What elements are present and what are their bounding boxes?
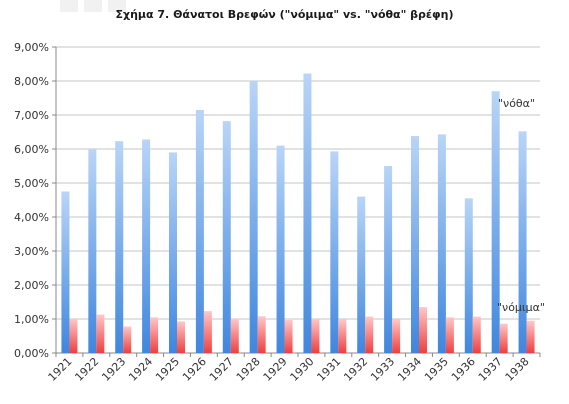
x-tick-label: 1930	[288, 355, 317, 384]
bar-nomima-1926	[203, 311, 212, 353]
y-tick-label: 3,00%	[14, 245, 49, 258]
bar-nomima-1931	[338, 319, 347, 353]
x-tick-label: 1934	[395, 355, 424, 384]
y-tick-label: 0,00%	[14, 347, 49, 360]
bar-nomima-1928	[257, 316, 266, 353]
y-tick-label: 1,00%	[14, 313, 49, 326]
x-tick-label: 1926	[180, 355, 209, 384]
bar-nomima-1935	[445, 317, 454, 353]
y-tick-label: 8,00%	[14, 75, 49, 88]
bar-notha-1934	[411, 136, 419, 353]
bar-nomima-1938	[526, 320, 535, 353]
bar-nomima-1922	[96, 314, 105, 353]
bar-notha-1925	[169, 152, 177, 353]
x-tick-label: 1927	[207, 355, 236, 384]
axes	[52, 46, 541, 357]
bar-notha-1935	[437, 134, 446, 353]
corner-artifact	[60, 0, 78, 12]
bar-nomima-1930	[311, 319, 320, 353]
bar-nomima-1932	[365, 316, 374, 353]
bar-notha-1938	[518, 131, 527, 353]
x-tick-label: 1923	[99, 355, 128, 384]
bar-notha-1924	[142, 139, 151, 353]
bar-nomima-1924	[150, 317, 159, 353]
x-tick-label: 1932	[341, 355, 370, 384]
x-tick-label: 1933	[368, 355, 397, 384]
bar-notha-1928	[249, 81, 258, 353]
x-tick-label: 1925	[153, 355, 182, 384]
y-tick-label: 6,00%	[14, 143, 49, 156]
bar-notha-1929	[276, 145, 285, 353]
corner-artifact	[84, 0, 102, 12]
bar-nomima-1937	[499, 323, 508, 353]
x-tick-label: 1936	[449, 355, 478, 384]
bar-notha-1923	[115, 141, 124, 353]
bar-notha-1937	[491, 91, 500, 353]
x-tick-label: 1931	[314, 355, 343, 384]
bar-notha-1930	[303, 73, 312, 354]
y-tick-label: 5,00%	[14, 177, 49, 190]
bar-nomima-1934	[419, 307, 427, 353]
bar-notha-1921	[61, 191, 70, 353]
grid-lines	[56, 46, 540, 320]
corner-artifact	[108, 0, 126, 12]
bar-nomima-1927	[230, 319, 239, 353]
bar-nomima-1929	[284, 320, 293, 353]
bar-notha-1931	[330, 151, 339, 353]
x-tick-label: 1937	[476, 355, 505, 384]
x-tick-label: 1929	[261, 355, 290, 384]
bar-notha-1926	[195, 109, 204, 354]
y-tick-label: 9,00%	[14, 41, 49, 54]
chart-title: Σχήμα 7. Θάνατοι Βρεφών ("νόμιμα" vs. "ν…	[115, 8, 454, 21]
bar-nomima-1933	[392, 319, 401, 353]
y-tick-label: 2,00%	[14, 279, 49, 292]
x-tick-label: 1922	[72, 355, 101, 384]
x-tick-label: 1935	[422, 355, 451, 384]
bar-nomima-1936	[472, 316, 481, 353]
bar-notha-1927	[222, 121, 231, 354]
series-label-notha: "νόθα"	[498, 97, 535, 110]
bar-notha-1932	[357, 196, 366, 353]
series-labels: "νόθα" "νόμιμα"	[497, 97, 545, 314]
bar-nomima-1921	[69, 319, 78, 353]
bar-nomima-1923	[123, 326, 132, 353]
x-tick-label: 1921	[46, 355, 75, 384]
x-tick-label: 1928	[234, 355, 263, 384]
x-tick-labels: 1921192219231924192519261927192819291930…	[46, 355, 532, 384]
bars	[61, 73, 535, 354]
bar-nomima-1925	[177, 321, 185, 353]
x-tick-label: 1938	[503, 355, 532, 384]
y-tick-labels: 0,00% 1,00% 2,00% 3,00% 4,00% 5,00% 6,00% 7,00%…	[14, 41, 49, 360]
x-tick-label: 1924	[126, 355, 155, 384]
y-tick-label: 7,00%	[14, 109, 49, 122]
bar-notha-1933	[384, 166, 393, 353]
bar-notha-1922	[88, 149, 97, 353]
bar-notha-1936	[464, 198, 473, 353]
series-label-nomima: "νόμιμα"	[497, 301, 545, 314]
y-tick-label: 4,00%	[14, 211, 49, 224]
